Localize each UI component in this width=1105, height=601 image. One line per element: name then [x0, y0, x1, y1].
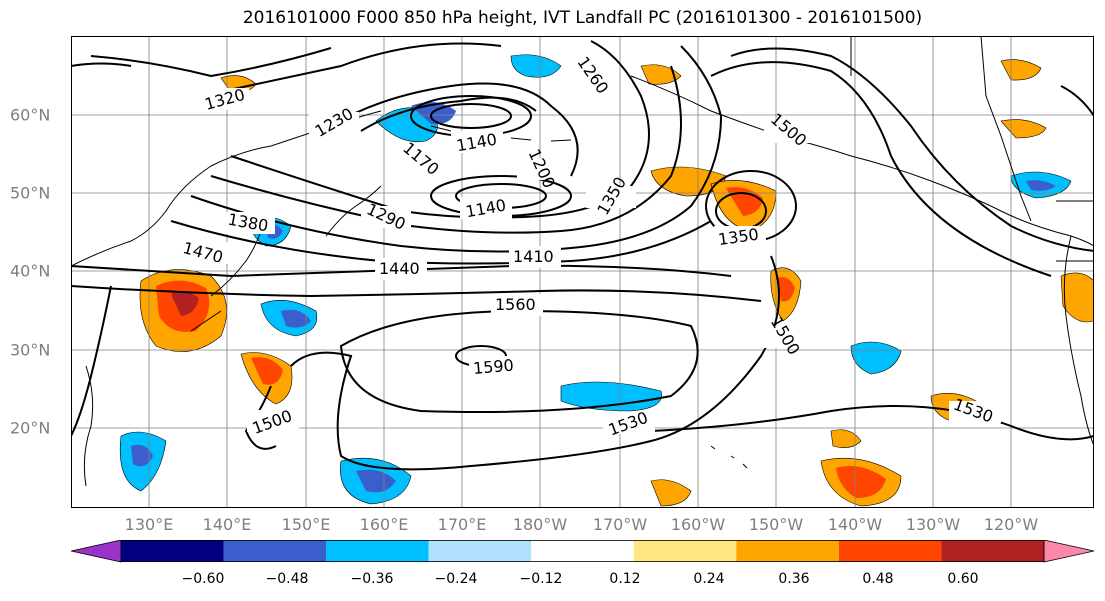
colorbar-segment	[838, 540, 942, 562]
lat-tick-label: 30°N	[10, 340, 51, 360]
contour-line	[71, 285, 112, 437]
colorbar-tick-label: 0.36	[778, 571, 810, 587]
colorbar-segment	[121, 540, 224, 562]
lat-tick-label: 40°N	[10, 261, 51, 281]
contour-line	[170, 220, 712, 265]
ivt-patch	[251, 357, 283, 385]
contour-line	[230, 40, 650, 219]
contour-line	[90, 47, 332, 78]
lat-tick-label: 50°N	[10, 183, 51, 203]
contour-line	[200, 42, 502, 97]
lon-tick-label: 160°W	[670, 515, 726, 534]
map-panel: 1320 1230 1260 1140 1170 1200 1140 1290 …	[71, 36, 1094, 508]
ivt-patch	[1000, 119, 1047, 139]
lon-tick-label: 170°W	[592, 515, 648, 534]
colorbar	[71, 540, 1094, 563]
ivt-patch	[356, 469, 396, 493]
contour-line	[710, 61, 1052, 277]
alaska-coast	[630, 75, 1094, 247]
contour-label: 1410	[513, 247, 554, 266]
colorbar-tick-label: 0.24	[693, 571, 725, 587]
colorbar-extend-high	[1043, 540, 1094, 563]
lat-tick-label: 60°N	[10, 105, 51, 125]
contour-label: 1560	[495, 295, 536, 314]
lon-tick-label: 150°E	[281, 515, 331, 534]
colorbar-tick-label: 0.60	[947, 571, 979, 587]
japan-coast	[190, 230, 262, 332]
colorbar-extend-low	[71, 540, 122, 563]
colorbar-segment	[736, 540, 839, 562]
na-west-coast	[1063, 235, 1094, 447]
contour-line	[650, 405, 1094, 441]
ivt-patch	[650, 479, 692, 507]
ivt-patch	[777, 277, 795, 302]
contour-line	[210, 65, 682, 234]
lon-tick-label: 130°W	[905, 515, 961, 534]
ivt-patch	[510, 54, 562, 78]
canada-border	[850, 36, 1032, 222]
contour-line	[360, 96, 537, 132]
ivt-positive-patches	[139, 59, 1094, 507]
ivt-patch	[131, 444, 153, 467]
colorbar-tick-label: −0.60	[181, 571, 225, 587]
contour-line	[71, 62, 132, 67]
colorbar-tick-label: 0.48	[862, 571, 894, 587]
colorbar-segment	[633, 540, 737, 562]
ivt-patch	[830, 429, 862, 448]
lon-tick-label: 120°W	[983, 515, 1039, 534]
colorbar-segment	[326, 540, 429, 562]
map-frame	[71, 36, 1094, 508]
ivt-patch	[640, 64, 682, 85]
colorbar-segment	[223, 540, 327, 562]
contour-line	[339, 309, 699, 413]
contour-line	[1060, 85, 1094, 117]
colorbar-segment	[428, 540, 532, 562]
colorbar-tick-label: 0.12	[609, 571, 641, 587]
lon-tick-label: 130°E	[124, 515, 174, 534]
colorbar-tick-label: −0.36	[350, 571, 394, 587]
colorbar-tick-label: −0.24	[434, 571, 478, 587]
colorbar-segment	[531, 540, 634, 562]
colorbar-frame	[120, 540, 1045, 562]
contour-line	[330, 82, 579, 177]
coastlines	[71, 36, 1094, 487]
us-border	[1056, 200, 1094, 262]
contour-label: 1590	[472, 355, 514, 377]
contour-label: 1440	[379, 259, 420, 278]
map-title: 2016101000 F000 850 hPa height, IVT Land…	[242, 8, 923, 28]
philippines	[83, 365, 94, 487]
ivt-patch	[836, 466, 886, 498]
contour-line	[190, 45, 723, 253]
contour-line	[244, 385, 277, 450]
lon-tick-label: 170°E	[437, 515, 487, 534]
ivt-patch	[1060, 272, 1094, 323]
ivt-patch	[1026, 180, 1056, 191]
contour-line	[71, 285, 762, 302]
colorbar-tick-label: −0.12	[519, 571, 563, 587]
lon-tick-label: 180°W	[512, 515, 568, 534]
contour-line	[430, 103, 512, 129]
lon-tick-label: 140°W	[827, 515, 883, 534]
kamchatka-coast	[325, 185, 382, 237]
lat-tick-label: 20°N	[10, 418, 51, 438]
lon-tick-label: 140°E	[202, 515, 252, 534]
contour-line	[730, 47, 1094, 252]
colorbar-segment	[941, 540, 1044, 562]
lon-tick-label: 150°W	[748, 515, 804, 534]
hawaii	[710, 445, 748, 469]
ivt-patch	[171, 291, 199, 316]
lon-tick-label: 160°E	[359, 515, 409, 534]
graticule	[71, 36, 1094, 508]
contour-line	[290, 255, 780, 471]
ivt-patch	[281, 309, 311, 328]
colorbar-tick-label: −0.48	[265, 571, 309, 587]
